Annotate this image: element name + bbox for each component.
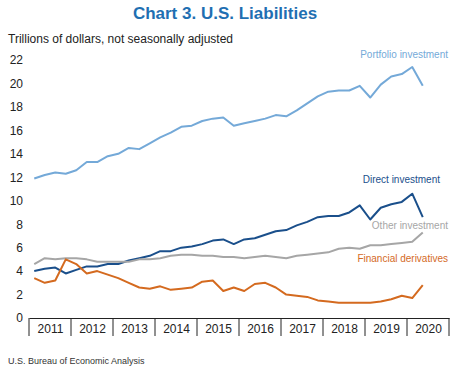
y-tick-label: 14 (10, 147, 24, 161)
year-separator (323, 318, 324, 336)
x-tick-label: 2015 (205, 322, 232, 336)
y-tick: 8 (16, 218, 29, 232)
year-separator (155, 318, 156, 336)
y-tick: 2 (16, 288, 29, 302)
x-tick-label: 2014 (163, 322, 190, 336)
y-axis-line (29, 61, 30, 319)
y-tick: 4 (16, 264, 29, 278)
year-separator (365, 318, 366, 336)
y-tick-label: 6 (16, 241, 23, 255)
y-tick: 10 (10, 194, 29, 208)
y-tick-label: 10 (10, 194, 24, 208)
y-tick-label: 2 (16, 288, 23, 302)
x-tick: 2020 (415, 318, 442, 336)
y-tick-label: 22 (10, 53, 24, 67)
y-tick: 12 (10, 171, 29, 185)
year-separator (407, 318, 408, 336)
y-tick-label: 12 (10, 171, 24, 185)
x-tick: 2012 (79, 318, 106, 336)
plot: 0246810121416182022201120122013201420152… (10, 53, 450, 336)
series-label: Other investment (372, 220, 448, 231)
y-tick: 14 (10, 147, 29, 161)
y-tick-label: 18 (10, 100, 24, 114)
year-separator (197, 318, 198, 336)
x-tick-label: 2016 (247, 322, 274, 336)
year-separator (449, 318, 450, 336)
x-tick: 2018 (331, 318, 358, 336)
y-tick: 18 (10, 100, 29, 114)
series-label: Financial derivatives (357, 253, 448, 264)
year-separator (239, 318, 240, 336)
series-line (34, 67, 423, 178)
series-label: Direct investment (363, 174, 440, 185)
title: Chart 3. U.S. Liabilities (133, 4, 317, 23)
year-separator (113, 318, 114, 336)
y-axis: 0 2 4 6 8 10 12 14 16 18 20 22 (10, 53, 30, 325)
x-tick-label: 2018 (331, 322, 358, 336)
x-tick: 2017 (289, 318, 316, 336)
chart: Chart 3. U.S. Liabilities Trillions of do… (0, 0, 450, 370)
year-separator (281, 318, 282, 336)
y-tick-label: 0 (16, 311, 23, 325)
y-tick: 20 (10, 77, 29, 91)
series-label: Portfolio investment (360, 49, 448, 60)
x-tick-label: 2011 (38, 322, 64, 336)
y-tick: 22 (10, 53, 29, 67)
y-tick: 16 (10, 124, 29, 138)
x-tick: 2013 (121, 318, 148, 336)
x-axis: 2011 2012 2013 2014 2015 2016 2017 2018 2019 2020 (29, 318, 450, 336)
y-tick-label: 8 (16, 218, 23, 232)
x-tick: 2011 (38, 318, 64, 336)
x-tick-label: 2013 (121, 322, 148, 336)
x-tick-label: 2017 (289, 322, 316, 336)
x-tick: 2014 (163, 318, 190, 336)
y-tick-label: 20 (10, 77, 24, 91)
y-tick: 0 (16, 311, 29, 325)
y-tick-label: 16 (10, 124, 24, 138)
x-tick: 2015 (205, 318, 232, 336)
year-separator (71, 318, 72, 336)
subtitle: Trillions of dollars, not seasonally adj… (8, 32, 233, 46)
year-separator (29, 318, 30, 336)
x-tick: 2019 (373, 318, 400, 336)
y-tick-label: 4 (16, 264, 23, 278)
x-tick-label: 2019 (373, 322, 400, 336)
series-line (34, 259, 423, 302)
x-tick: 2016 (247, 318, 274, 336)
y-tick: 6 (16, 241, 29, 255)
x-tick-label: 2020 (415, 322, 442, 336)
x-tick-label: 2012 (79, 322, 106, 336)
source: U.S. Bureau of Economic Analysis (8, 356, 145, 366)
